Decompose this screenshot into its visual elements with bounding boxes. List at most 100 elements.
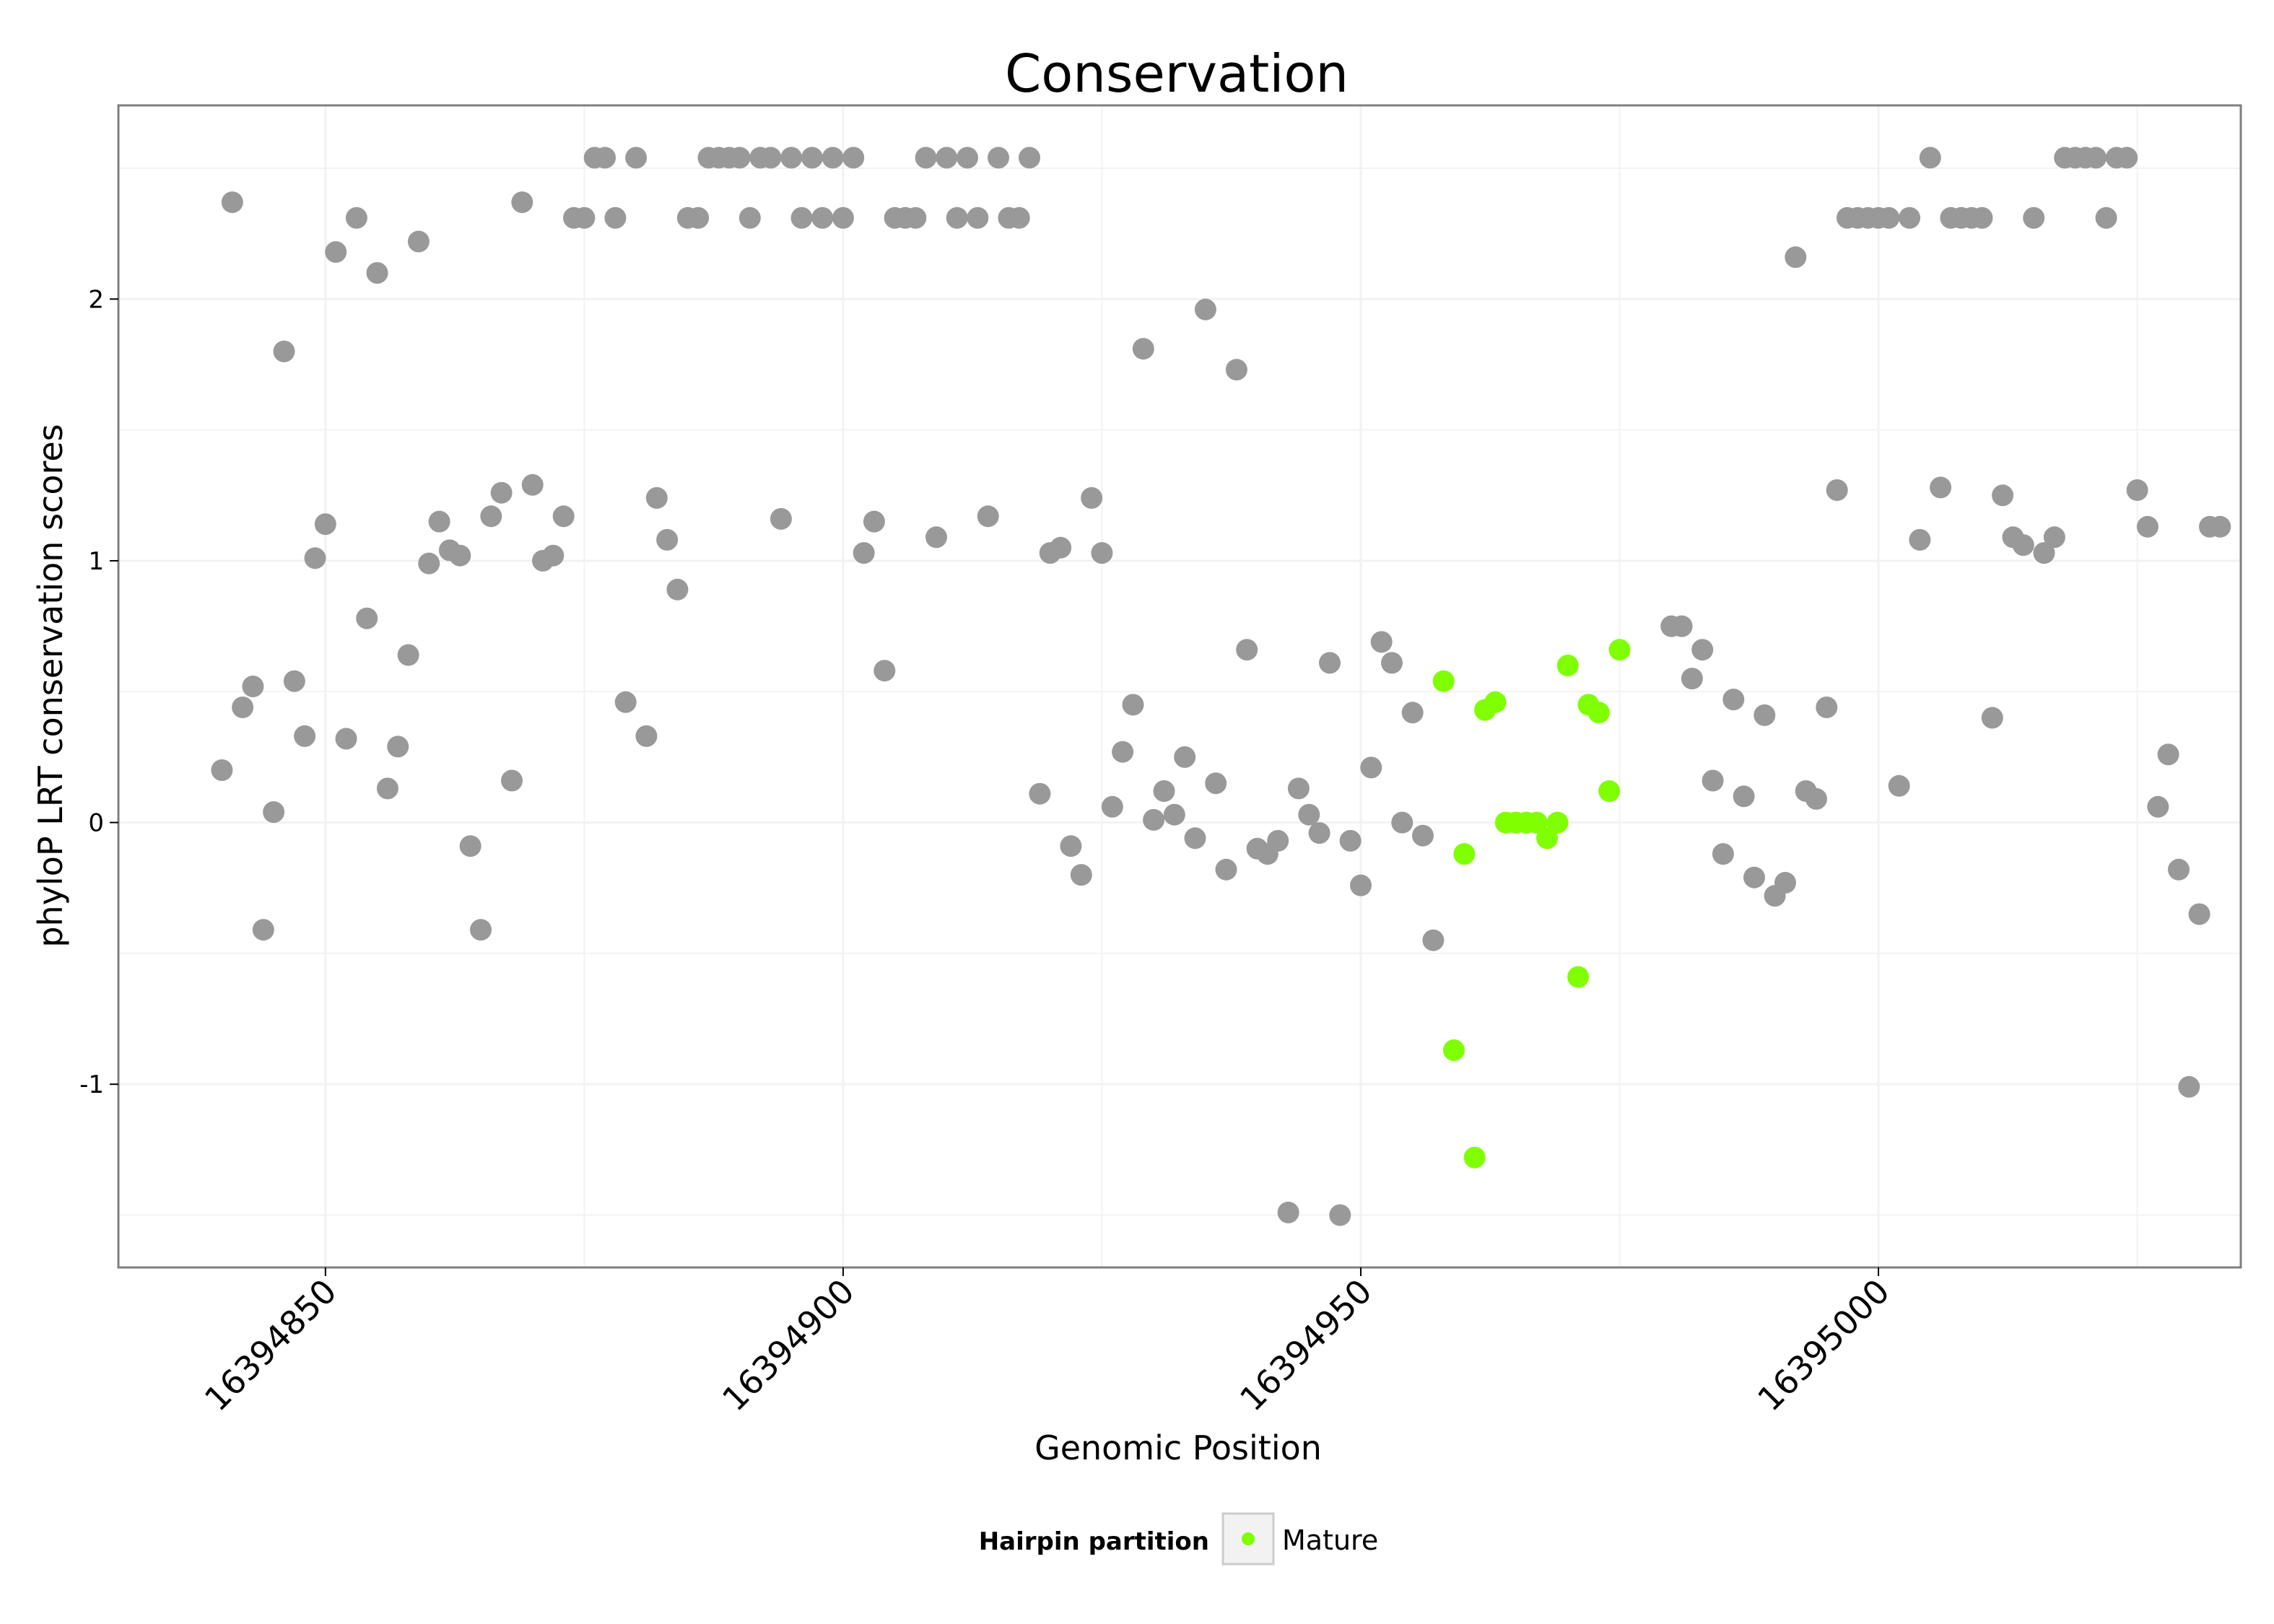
data-point-other <box>1992 484 2014 507</box>
data-point-other <box>614 691 637 713</box>
data-point-other <box>1143 808 1165 831</box>
data-point-other <box>1888 774 1910 797</box>
chart-title: Conservation <box>1005 43 1349 104</box>
data-point-other <box>314 513 336 536</box>
data-point-other <box>1805 787 1827 810</box>
data-point-other <box>542 544 565 567</box>
data-point-other <box>459 835 482 857</box>
data-point-other <box>2012 534 2034 556</box>
data-point-other <box>957 147 978 169</box>
y-tick-label: 1 <box>88 547 104 576</box>
data-point-other <box>594 147 616 169</box>
data-point-other <box>2085 147 2107 169</box>
data-point-other <box>1163 803 1185 826</box>
data-point-other <box>552 505 575 528</box>
data-point-other <box>2023 206 2045 229</box>
data-point-other <box>687 206 710 229</box>
legend-label-mature: Mature <box>1282 1524 1378 1556</box>
data-point-other <box>2095 206 2117 229</box>
y-tick-label: 0 <box>88 809 104 838</box>
data-point-other <box>1381 652 1403 674</box>
data-point-other <box>967 206 989 229</box>
data-point-other <box>1308 822 1330 844</box>
data-point-other <box>946 206 968 229</box>
data-point-other <box>853 542 875 564</box>
data-point-other <box>1370 631 1393 653</box>
data-point-other <box>397 644 419 666</box>
data-point-other <box>1267 829 1289 852</box>
data-point-other <box>1754 704 1776 726</box>
data-point-other <box>1277 1201 1299 1223</box>
data-point-other <box>304 547 326 569</box>
data-point-other <box>325 241 347 263</box>
data-point-other <box>283 670 305 692</box>
data-point-other <box>490 481 513 504</box>
data-point-mature <box>1546 811 1569 834</box>
data-point-other <box>511 191 533 214</box>
data-point-other <box>356 607 378 629</box>
y-axis-title: phyloP LRT conservation scores <box>31 424 70 947</box>
data-point-other <box>263 801 285 824</box>
legend-key-mature <box>1242 1532 1255 1545</box>
x-tick-label: 16394950 <box>1232 1272 1380 1419</box>
data-point-other <box>1401 702 1424 724</box>
data-point-other <box>801 147 823 169</box>
data-point-other <box>1691 639 1714 661</box>
data-point-other <box>1019 147 1040 169</box>
data-point-other <box>728 147 751 169</box>
data-point-other <box>832 206 854 229</box>
data-point-mature <box>1443 1039 1465 1061</box>
data-point-other <box>2178 1075 2200 1098</box>
x-tick-label: 16394900 <box>715 1272 862 1419</box>
data-point-other <box>470 919 492 941</box>
legend-key-box <box>1221 1512 1275 1566</box>
data-point-other <box>387 735 409 758</box>
data-point-mature <box>1536 827 1559 850</box>
data-point-other <box>1816 697 1838 718</box>
data-point-other <box>1785 246 1807 269</box>
data-point-other <box>376 777 398 800</box>
data-point-other <box>1774 872 1796 894</box>
data-point-other <box>635 725 658 747</box>
data-point-other <box>988 147 1009 169</box>
x-tick-label: 16394850 <box>197 1272 344 1419</box>
data-point-other <box>242 676 264 697</box>
data-point-other <box>1050 536 1072 559</box>
y-tick-label: 2 <box>88 285 104 314</box>
data-point-other <box>2147 795 2169 818</box>
data-point-other <box>1681 668 1703 690</box>
data-point-other <box>925 526 947 549</box>
data-point-other <box>1225 359 1247 381</box>
data-point-other <box>1971 206 1993 229</box>
data-point-other <box>1712 843 1734 865</box>
y-tick-label: -1 <box>79 1070 104 1099</box>
data-point-other <box>1029 782 1051 805</box>
data-point-other <box>1702 769 1724 792</box>
data-point-other <box>1298 803 1320 826</box>
data-point-other <box>822 147 844 169</box>
data-point-other <box>1722 689 1745 711</box>
data-point-other <box>366 262 388 284</box>
data-point-other <box>1899 206 1921 229</box>
data-point-other <box>2033 542 2055 564</box>
data-point-mature <box>1484 691 1507 713</box>
data-point-other <box>407 230 430 253</box>
data-point-other <box>1070 864 1092 886</box>
data-point-other <box>449 544 471 567</box>
data-point-other <box>625 147 648 169</box>
data-point-other <box>1733 785 1755 808</box>
data-point-other <box>905 206 927 229</box>
data-point-other <box>2043 526 2065 549</box>
data-point-other <box>1339 829 1362 852</box>
plot-panel-border <box>117 104 2242 1269</box>
data-point-other <box>418 552 440 575</box>
x-axis: 16394850 16394900 16394950 16395000 <box>197 1267 1897 1418</box>
data-point-other <box>666 578 689 601</box>
data-point-other <box>604 206 627 229</box>
data-point-other <box>252 919 274 941</box>
data-point-other <box>1132 338 1154 360</box>
data-point-other <box>1122 694 1144 716</box>
data-point-other <box>842 147 865 169</box>
data-point-other <box>1194 298 1216 320</box>
data-point-other <box>2209 515 2231 538</box>
